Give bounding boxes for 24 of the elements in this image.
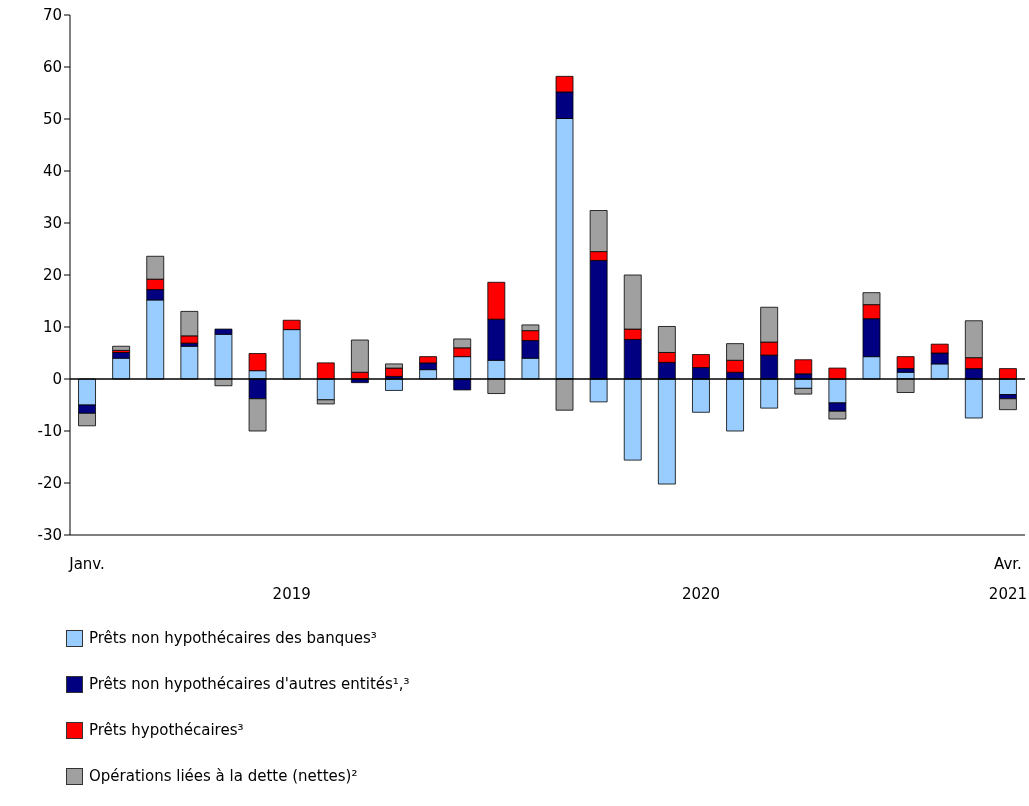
legend-label: Prêts non hypothécaires d'autres entités¹,³ bbox=[89, 675, 410, 693]
bar bbox=[999, 398, 1017, 411]
y-tick-label: -20 bbox=[37, 474, 62, 493]
text: 2021 bbox=[988, 585, 1028, 603]
text: 2020 bbox=[681, 585, 721, 603]
y-tick-label: 70 bbox=[42, 6, 62, 25]
y-tick-label: -10 bbox=[37, 422, 62, 441]
legend-label: Opérations liées à la dette (nettes)² bbox=[89, 767, 358, 785]
y-tick-label: 60 bbox=[42, 58, 62, 77]
bar bbox=[794, 359, 813, 375]
legend-label: Prêts hypothécaires³ bbox=[89, 721, 244, 739]
y-tick-label: 10 bbox=[42, 318, 62, 337]
y-tick-label: 0 bbox=[52, 370, 62, 389]
bar bbox=[112, 345, 131, 351]
y-tick-label: 20 bbox=[42, 266, 62, 285]
x-tick-label: Janv. bbox=[68, 555, 105, 573]
legend-label: Prêts non hypothécaires des banques³ bbox=[89, 629, 377, 647]
bar bbox=[896, 356, 915, 369]
y-tick-label: -30 bbox=[37, 526, 62, 545]
y-tick-label: 30 bbox=[42, 214, 62, 233]
y-tick-label: 40 bbox=[42, 162, 62, 181]
x-tick-label: Avr. bbox=[994, 555, 1022, 573]
text: 2019 bbox=[272, 585, 311, 603]
y-tick-label: 50 bbox=[42, 110, 62, 129]
